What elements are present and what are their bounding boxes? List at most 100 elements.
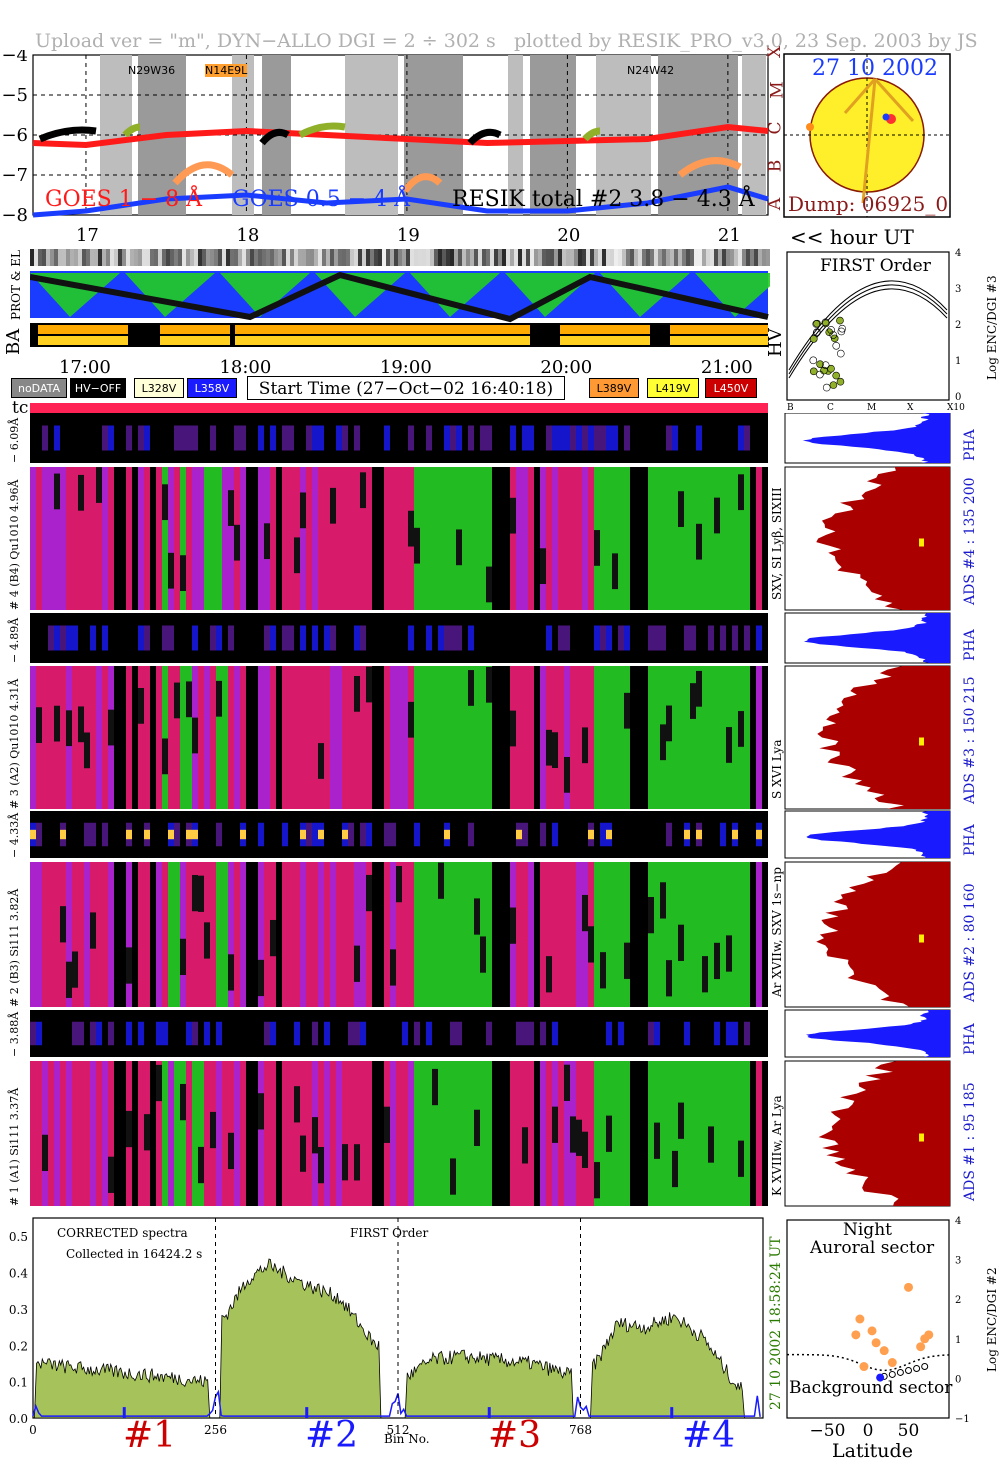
pha-cell — [720, 625, 726, 651]
spec-cell — [468, 862, 474, 1007]
goes-lightcurve-chart: −4 −5 −6 −7 −8 — [1, 50, 769, 225]
strip-cell — [30, 249, 34, 266]
ba-segment — [420, 336, 530, 345]
spec-cell — [624, 942, 630, 979]
spectrum-area-#3 — [404, 1349, 574, 1419]
spec-cell — [228, 666, 234, 809]
pha-cell — [522, 822, 528, 847]
pha-cell — [36, 1021, 42, 1046]
pha-cell — [264, 625, 270, 651]
spec-cell — [528, 666, 534, 809]
first-order-point — [832, 341, 841, 350]
spec-cell — [726, 935, 732, 972]
strip-cell — [74, 249, 78, 266]
spec-cell — [210, 467, 216, 610]
spec-cell — [264, 862, 270, 1007]
spec-cell — [510, 1061, 516, 1206]
pha-cell — [30, 1021, 36, 1046]
spec-cell — [408, 862, 414, 1007]
spec-cell — [174, 666, 180, 809]
pha-cell — [138, 425, 144, 451]
strip-cell — [370, 249, 374, 266]
fo-xtick: X — [907, 403, 914, 413]
spec-cell — [474, 898, 480, 935]
spec-cell — [744, 666, 750, 809]
strip-cell — [230, 249, 234, 266]
spec-cell — [564, 862, 570, 1007]
spec-cell — [48, 1061, 54, 1206]
first-order-point — [816, 360, 824, 368]
spec-cell — [714, 942, 720, 980]
spec-cell — [204, 666, 210, 809]
strip-cell — [650, 249, 654, 266]
spec-cell — [258, 467, 264, 610]
spec-cell — [72, 1061, 78, 1206]
pha-cell — [480, 425, 486, 451]
ba-segment — [560, 325, 650, 334]
pha-cell — [360, 625, 366, 651]
spectrum-ytick: 0.0 — [9, 1412, 28, 1426]
strip-cell — [554, 249, 558, 266]
spec-cell — [474, 1109, 480, 1146]
spec-cell — [486, 666, 492, 703]
strip-cell — [178, 249, 182, 266]
ba-segment — [235, 325, 430, 334]
spec-cell — [96, 1061, 102, 1206]
spec-cell — [294, 1061, 300, 1206]
spec-cell — [390, 666, 396, 809]
spec-cell — [510, 497, 516, 534]
pha-cell — [282, 822, 288, 847]
spec-cell — [354, 1144, 360, 1181]
spec-cell — [48, 666, 54, 809]
strip-cell — [654, 249, 658, 266]
spec-cell — [336, 1061, 342, 1206]
spec-cell — [450, 666, 456, 809]
pha-cell — [180, 425, 186, 451]
spec-cell — [270, 467, 276, 610]
strip-cell — [686, 249, 690, 266]
pha-cell — [600, 625, 606, 651]
pha-cell — [468, 822, 474, 847]
first-order-point — [812, 328, 821, 337]
spec-cell — [396, 467, 402, 610]
pha-cell — [186, 1021, 192, 1046]
spec-cell — [588, 1061, 594, 1206]
spec-cell — [666, 960, 672, 997]
strip-cell — [206, 249, 210, 266]
spec-cell — [624, 666, 630, 809]
spec-cell — [486, 666, 492, 809]
strip-cell — [550, 249, 554, 266]
legend-450v: L450V — [705, 378, 757, 398]
pha-cell — [438, 625, 444, 651]
pha-cell — [450, 1021, 456, 1046]
strip-cell — [274, 249, 278, 266]
spec-cell — [282, 666, 288, 809]
spec-cell — [216, 467, 222, 610]
fo-ytick: 3 — [955, 284, 961, 295]
spec-cell — [540, 862, 546, 1007]
spec-cell — [744, 1061, 750, 1206]
spec-cell — [102, 862, 108, 1007]
spec-cell — [30, 666, 36, 809]
ads-histogram — [816, 467, 950, 610]
ads-marker — [919, 538, 924, 547]
pha-cell — [468, 425, 474, 451]
spec-cell — [552, 467, 558, 610]
spec-cell — [54, 862, 60, 1007]
spec-cell — [672, 1061, 678, 1206]
spec-cell — [36, 467, 42, 610]
strip-cell — [46, 249, 50, 266]
pha-cell — [102, 625, 108, 651]
spec-cell — [606, 666, 612, 809]
strip-cell — [282, 249, 286, 266]
strip-cell — [118, 249, 122, 266]
ba-segment — [420, 325, 530, 334]
strip-cell — [34, 249, 38, 266]
spec-cell — [366, 467, 372, 610]
strip-cell — [414, 249, 418, 266]
spec-cell — [738, 467, 744, 610]
spec-cell — [90, 912, 96, 949]
spectrum-side-date: 27 10 2002 — [768, 1329, 784, 1410]
spec-cell — [396, 866, 402, 903]
spec-cell — [126, 666, 132, 809]
